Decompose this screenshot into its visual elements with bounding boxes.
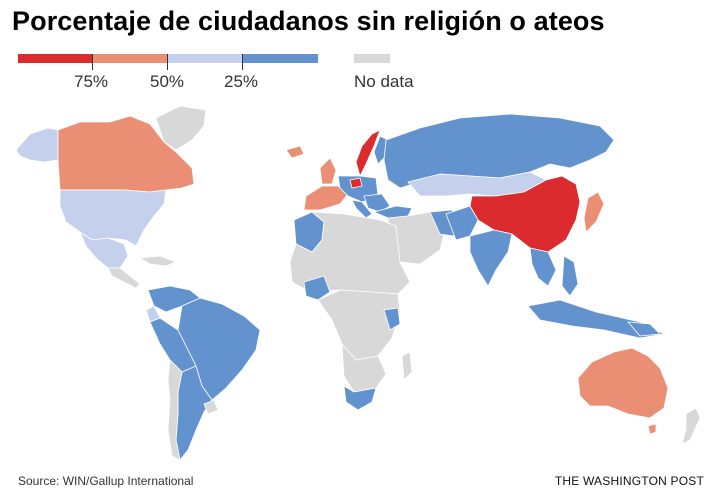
region-usa (59, 189, 167, 247)
region-australia (577, 347, 669, 419)
region-france-spain (303, 185, 349, 211)
region-india (469, 229, 513, 287)
region-papua (627, 321, 661, 337)
legend-swatch-mid-high (92, 54, 167, 63)
region-uk-ireland (319, 157, 337, 185)
region-czech (349, 177, 363, 189)
region-central-africa (317, 289, 401, 361)
region-italy (351, 199, 373, 219)
region-indonesia (527, 299, 666, 339)
region-caribbean (138, 255, 178, 267)
region-nigeria-ghana (303, 275, 331, 301)
region-southern-africa (341, 342, 387, 393)
region-south-africa (343, 385, 377, 411)
region-korea-japan (583, 191, 605, 233)
legend-label-no-data: No data (354, 72, 414, 91)
legend-label-75: 75% (74, 72, 109, 91)
legend-swatch-high (18, 54, 92, 63)
map-title: Porcentaje de ciudadanos sin religión o … (12, 6, 605, 36)
legend-swatch-no-data (354, 54, 390, 63)
region-kenya (383, 307, 401, 331)
region-mexico (79, 230, 129, 269)
region-new-zealand (681, 407, 701, 445)
region-china (469, 175, 581, 253)
region-uruguay (203, 399, 219, 415)
legend-tick-75 (92, 54, 93, 70)
region-iceland (285, 145, 305, 159)
legend-swatch-mid-low (167, 54, 242, 63)
region-southeast-asia (529, 247, 557, 287)
legend-tick-50 (167, 54, 168, 70)
region-pakistan-afghanistan (445, 205, 479, 241)
source-note: Source: WIN/Gallup International (18, 474, 194, 488)
region-norway-sweden (355, 129, 381, 178)
legend-label-25: 25% (224, 72, 259, 91)
legend-tick-25 (242, 54, 243, 70)
legend: 75% 50% 25% No data (0, 0, 714, 100)
legend-swatch-low (242, 54, 318, 63)
region-alaska (15, 127, 59, 163)
region-tasmania (647, 423, 657, 435)
publisher-credit: THE WASHINGTON POST (554, 474, 704, 488)
region-vietnam-philippines (561, 255, 579, 297)
region-chile (167, 359, 183, 461)
legend-label-50: 50% (150, 72, 185, 91)
world-map (15, 105, 701, 461)
region-madagascar (401, 351, 413, 381)
region-turkey (372, 205, 413, 219)
region-central-america (107, 267, 141, 289)
region-russia (383, 113, 615, 189)
